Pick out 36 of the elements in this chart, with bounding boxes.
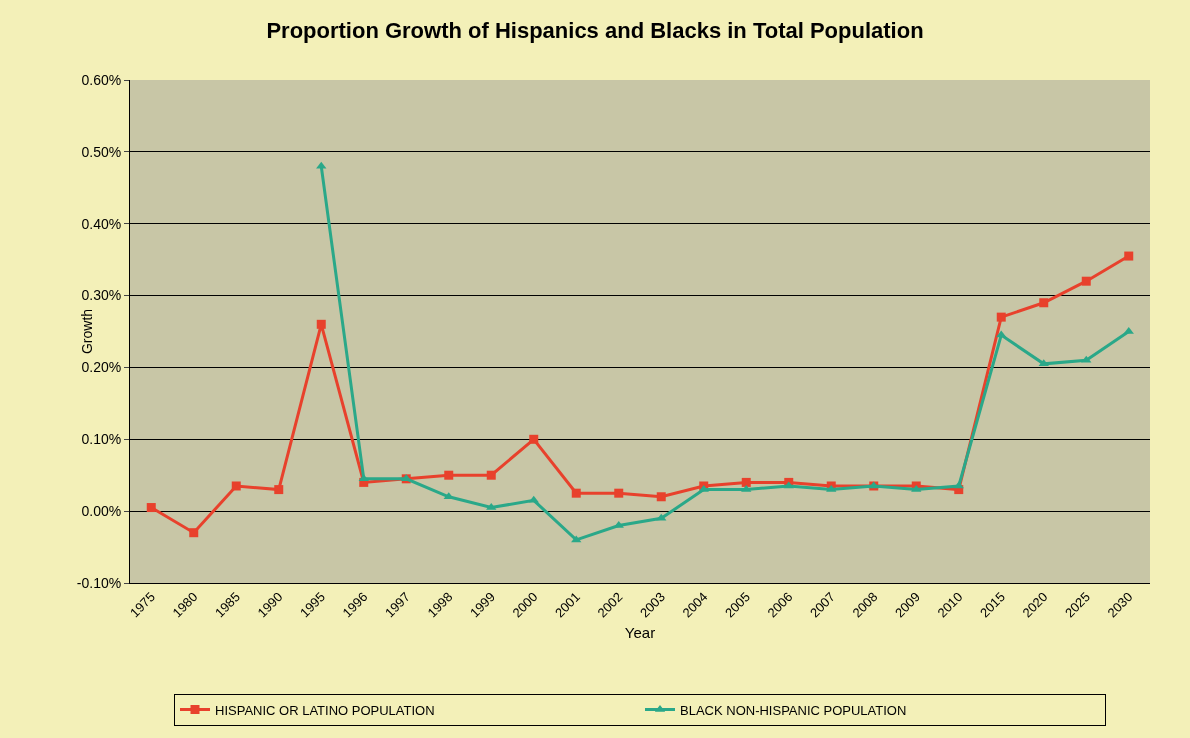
point	[146, 503, 156, 513]
y-tick-label: 0.40%	[81, 215, 122, 232]
point	[1081, 276, 1091, 286]
point	[1039, 298, 1049, 308]
point	[953, 481, 964, 489]
legend-label: HISPANIC OR LATINO POPULATION	[215, 702, 435, 718]
point	[444, 470, 454, 480]
y-axis-title: Growth	[79, 308, 95, 355]
point	[529, 434, 539, 444]
y-tick-label: 0.10%	[81, 431, 122, 448]
point	[1038, 359, 1049, 367]
y-tick-label: 0.60%	[81, 71, 122, 88]
point	[231, 481, 241, 491]
chart-title: Proportion Growth of Hispanics and Blacks in Total Population	[266, 17, 924, 43]
legend-label: BLACK NON-HISPANIC POPULATION	[680, 702, 907, 718]
point	[614, 488, 624, 498]
point	[316, 319, 326, 329]
point	[571, 488, 581, 498]
y-tick-label: 0.50%	[81, 143, 122, 160]
point	[571, 535, 582, 543]
point	[783, 481, 794, 489]
point	[656, 492, 666, 502]
y-tick-label: -0.10%	[76, 574, 122, 591]
point	[996, 312, 1006, 322]
point	[189, 528, 199, 538]
y-tick-label: 0.20%	[81, 359, 122, 376]
point	[528, 495, 539, 503]
x-axis-title: Year	[624, 624, 656, 641]
point	[274, 485, 284, 495]
point	[741, 477, 751, 487]
point	[656, 513, 667, 521]
y-tick-label: 0.00%	[81, 503, 122, 520]
point	[1124, 251, 1134, 261]
point	[486, 470, 496, 480]
point	[358, 474, 369, 482]
y-tick-label: 0.30%	[81, 287, 122, 304]
